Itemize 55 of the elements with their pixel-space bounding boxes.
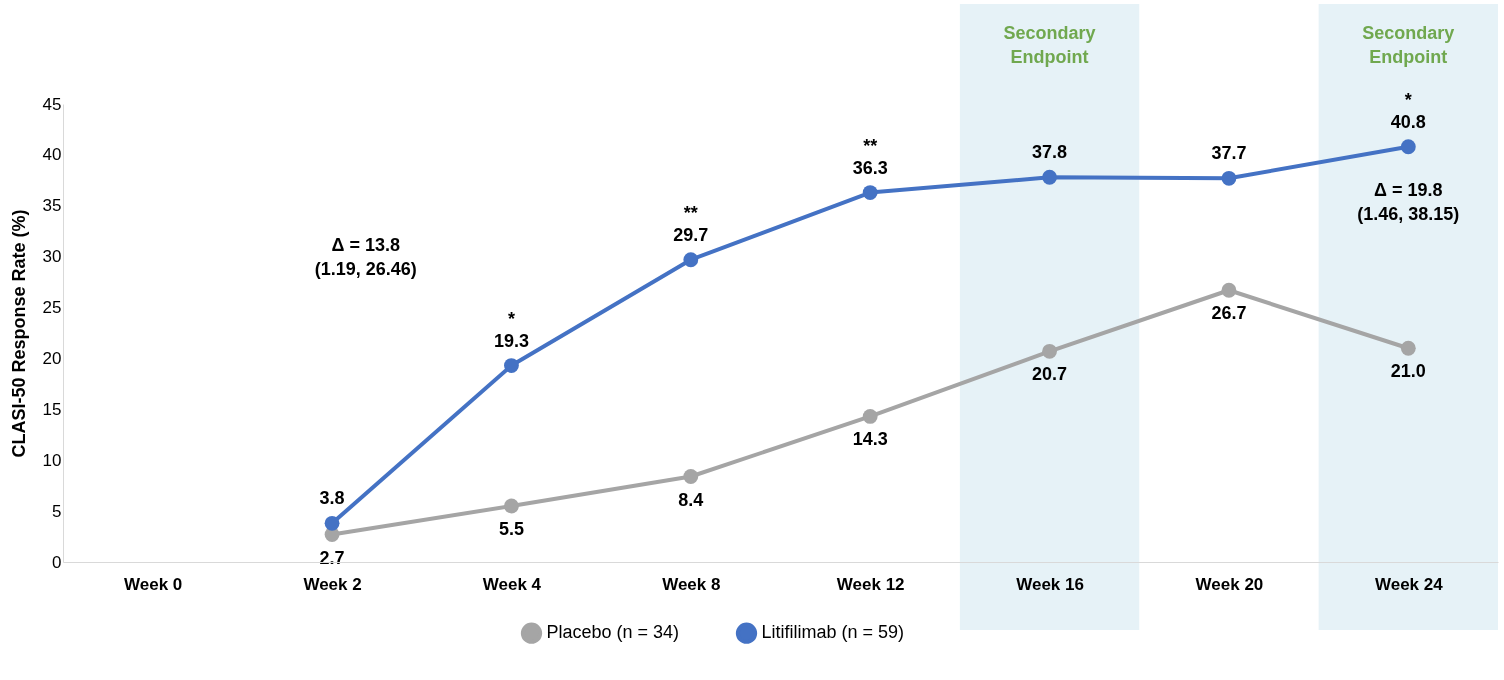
- x-tick-label: Week 4: [482, 574, 542, 594]
- point: [862, 185, 878, 200]
- annotation: Δ = 13.8 (1.19, 26.46): [314, 235, 417, 280]
- point: [1400, 139, 1416, 155]
- y-tick-label: 20: [42, 348, 62, 368]
- y-tick-label: 15: [42, 399, 62, 419]
- data-label: 19.3: [493, 330, 529, 351]
- data-label: 29.7: [673, 224, 709, 245]
- x-tick-label: Week 12: [836, 574, 905, 594]
- data-label: 3.8: [319, 488, 345, 509]
- x-tick-label: Week 24: [1374, 574, 1444, 594]
- data-label: 8.4: [678, 489, 704, 510]
- data-label: 40.8: [1390, 111, 1426, 132]
- y-tick-label: 40: [42, 145, 62, 165]
- x-tick-label: Week 2: [303, 574, 362, 594]
- point: [683, 252, 699, 268]
- y-tick-label: 45: [42, 94, 62, 114]
- y-tick-label: 30: [42, 247, 62, 267]
- annotation: Δ = 19.8 (1.46, 38.15): [1357, 179, 1460, 224]
- y-axis-title: CLASI-50 Response Rate (%): [8, 209, 29, 458]
- data-label: 21.0: [1390, 361, 1426, 382]
- point: [1042, 343, 1057, 359]
- point: [1400, 340, 1416, 356]
- legend-label: Placebo (n = 34): [546, 622, 680, 643]
- x-tick-label: Week 0: [124, 574, 183, 594]
- y-tick-label: 10: [42, 450, 62, 470]
- point: [504, 498, 519, 514]
- legend-label: Litifilimab (n = 59): [761, 622, 905, 643]
- x-tick-label: Week 20: [1195, 574, 1264, 594]
- annotation: *: [1404, 89, 1412, 110]
- data-label: 14.3: [852, 429, 888, 450]
- band-label: Secondary Endpoint: [1362, 23, 1455, 67]
- annotation: **: [683, 202, 698, 223]
- annotation: **: [863, 135, 878, 156]
- y-tick-label: 25: [42, 298, 62, 318]
- point: [1042, 169, 1057, 185]
- x-tick-label: Week 16: [1016, 574, 1084, 594]
- data-label: 37.7: [1211, 143, 1247, 164]
- point: [1221, 282, 1237, 298]
- y-tick-label: 0: [52, 552, 62, 572]
- annotation: *: [507, 308, 515, 329]
- data-label: 37.8: [1032, 142, 1068, 163]
- point: [504, 358, 519, 373]
- x-tick-label: Week 8: [662, 574, 721, 594]
- data-label: 36.3: [852, 157, 888, 178]
- y-tick-label: 35: [42, 196, 62, 216]
- data-label: 20.7: [1032, 364, 1068, 385]
- point: [862, 409, 878, 424]
- band-label: Secondary Endpoint: [1003, 23, 1096, 67]
- data-label: 5.5: [498, 519, 524, 540]
- point: [1221, 170, 1237, 186]
- point: [324, 515, 340, 531]
- data-label: 26.7: [1211, 303, 1247, 324]
- y-tick-label: 5: [52, 501, 62, 521]
- point: [683, 469, 699, 484]
